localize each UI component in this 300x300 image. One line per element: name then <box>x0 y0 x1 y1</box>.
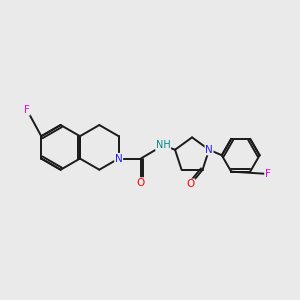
Text: N: N <box>115 154 122 164</box>
Text: O: O <box>137 178 145 188</box>
Text: NH: NH <box>156 140 170 150</box>
Text: F: F <box>265 169 271 179</box>
Text: O: O <box>187 179 195 189</box>
Text: N: N <box>205 145 213 155</box>
Text: F: F <box>24 105 30 115</box>
